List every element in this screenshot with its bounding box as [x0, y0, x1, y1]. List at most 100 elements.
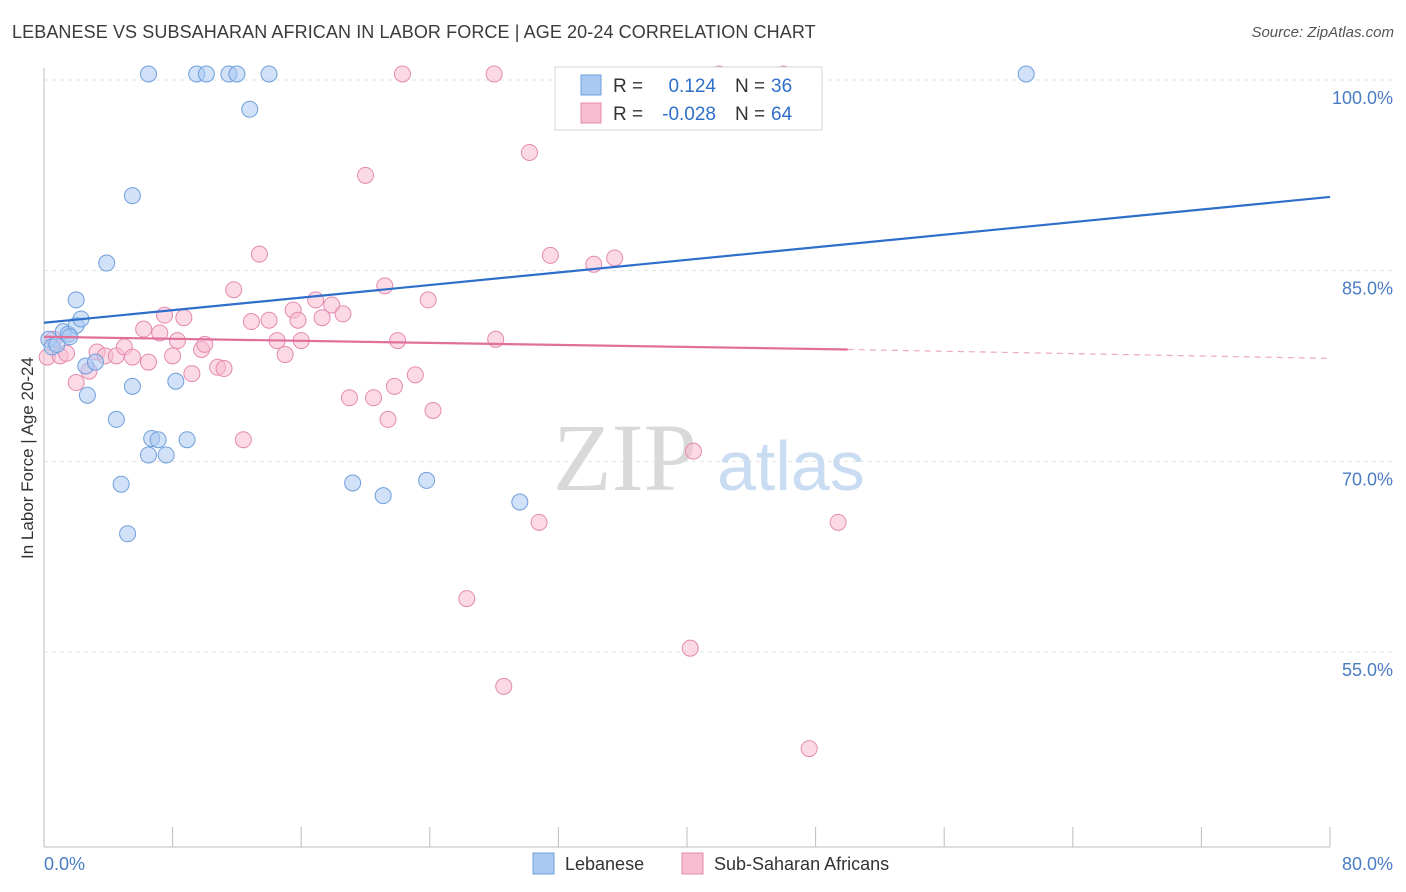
subsaharan-point-43: [389, 332, 407, 350]
lebanese-point-11: [123, 377, 141, 395]
subsaharan-point-10: [123, 348, 141, 366]
subsaharan-trend-line: [43, 335, 848, 351]
subsaharan-point-46: [424, 401, 442, 419]
lebanese-point-23: [123, 187, 141, 205]
watermark-atlas: atlas: [717, 427, 865, 505]
subsaharan-point-16: [168, 332, 186, 350]
subsaharan-point-24: [234, 431, 252, 449]
subsaharan-point-33: [307, 291, 325, 309]
lebanese-point-15: [112, 475, 130, 493]
subsaharan-point-47: [393, 65, 411, 83]
x-tick-label-min: 0.0%: [44, 854, 85, 874]
lebanese-point-32: [374, 487, 392, 505]
lebanese-point-22: [98, 254, 116, 272]
subsaharan-point-50: [458, 590, 476, 608]
legend: Lebanese Sub-Saharan Africans: [532, 852, 889, 875]
subsaharan-point-23: [225, 281, 243, 299]
trend-lines: [43, 195, 1331, 359]
x-axis-ticks: [43, 827, 1331, 847]
subsaharan-point-11: [135, 320, 153, 338]
x-tick-label-max: 80.0%: [1342, 854, 1393, 874]
subsaharan-trend-extension: [847, 348, 1331, 359]
stats-box: R = 0.124 N = 36 R = -0.028 N = 64: [554, 66, 823, 131]
lebanese-point-14: [178, 431, 196, 449]
subsaharan-point-36: [334, 305, 352, 323]
subsaharan-point-18: [183, 365, 201, 383]
subsaharan-point-51: [495, 677, 513, 695]
stats-n-label-subsaharan: N =: [735, 104, 765, 125]
subsaharan-point-41: [379, 410, 397, 428]
subsaharan-point-56: [606, 249, 624, 267]
subsaharan-point-44: [406, 366, 424, 384]
stats-swatch-subsaharan: [580, 102, 602, 124]
lebanese-point-33: [418, 471, 436, 489]
subsaharan-point-52: [520, 143, 538, 161]
subsaharan-point-40: [376, 277, 394, 295]
subsaharan-point-15: [164, 347, 182, 365]
lebanese-point-27: [197, 65, 215, 83]
subsaharan-point-22: [215, 360, 233, 378]
lebanese-point-17: [157, 446, 175, 464]
lebanese-point-25: [139, 65, 157, 83]
lebanese-point-29: [228, 65, 246, 83]
subsaharan-point-53: [530, 513, 548, 531]
y-tick-label-2: 85.0%: [1342, 279, 1393, 299]
subsaharan-point-31: [289, 311, 307, 329]
lebanese-point-19: [119, 525, 137, 543]
lebanese-point-18: [167, 372, 185, 390]
data-points: [38, 65, 1035, 758]
lebanese-point-31: [344, 474, 362, 492]
lebanese-point-9: [78, 386, 96, 404]
subsaharan-point-29: [276, 346, 294, 364]
source-label: Source: ZipAtlas.com: [1251, 24, 1394, 41]
y-axis-label: In Labor Force | Age 20-24: [18, 357, 37, 559]
subsaharan-point-4: [67, 374, 85, 392]
stats-swatch-lebanese: [580, 74, 602, 96]
y-tick-label-1: 70.0%: [1342, 469, 1393, 489]
subsaharan-point-17: [175, 309, 193, 327]
legend-label-lebanese: Lebanese: [565, 854, 644, 874]
subsaharan-point-25: [242, 313, 260, 331]
subsaharan-point-58: [681, 639, 699, 657]
chart-title: LEBANESE VS SUBSAHARAN AFRICAN IN LABOR …: [12, 22, 816, 42]
stats-r-label-lebanese: R =: [613, 76, 643, 97]
lebanese-point-21: [67, 291, 85, 309]
legend-label-subsaharan: Sub-Saharan Africans: [714, 854, 889, 874]
gridlines: [44, 79, 1394, 653]
stats-r-label-subsaharan: R =: [613, 104, 643, 125]
subsaharan-point-45: [419, 291, 437, 309]
legend-swatch-subsaharan: [681, 852, 704, 875]
subsaharan-point-38: [357, 166, 374, 184]
lebanese-point-13: [149, 431, 167, 449]
lebanese-point-10: [107, 410, 125, 428]
subsaharan-point-26: [250, 245, 268, 263]
subsaharan-point-35: [323, 296, 341, 314]
subsaharan-point-12: [139, 353, 157, 371]
subsaharan-point-54: [541, 246, 559, 264]
stats-r-value-lebanese: 0.124: [668, 76, 716, 97]
stats-r-value-subsaharan: -0.028: [662, 104, 716, 125]
subsaharan-point-61: [800, 740, 818, 758]
subsaharan-point-13: [151, 324, 169, 342]
y-tick-labels: 55.0% 70.0% 85.0% 100.0%: [1332, 88, 1393, 680]
lebanese-point-30: [260, 65, 278, 83]
lebanese-point-16: [139, 446, 157, 464]
subsaharan-point-62: [829, 513, 847, 531]
stats-n-value-subsaharan: 64: [771, 104, 793, 125]
subsaharan-point-42: [385, 377, 403, 395]
stats-n-label-lebanese: N =: [735, 76, 765, 97]
lebanese-point-35: [1017, 65, 1035, 83]
subsaharan-point-39: [365, 389, 383, 407]
subsaharan-point-57: [684, 442, 702, 460]
legend-swatch-lebanese: [532, 852, 555, 875]
subsaharan-point-34: [313, 309, 331, 327]
subsaharan-point-37: [340, 389, 358, 407]
subsaharan-point-27: [260, 311, 278, 329]
y-tick-label-3: 100.0%: [1332, 88, 1393, 108]
stats-n-value-lebanese: 36: [771, 76, 792, 97]
lebanese-point-24: [241, 100, 259, 118]
lebanese-point-34: [511, 493, 529, 511]
lebanese-point-8: [86, 353, 104, 371]
subsaharan-point-48: [485, 65, 503, 83]
